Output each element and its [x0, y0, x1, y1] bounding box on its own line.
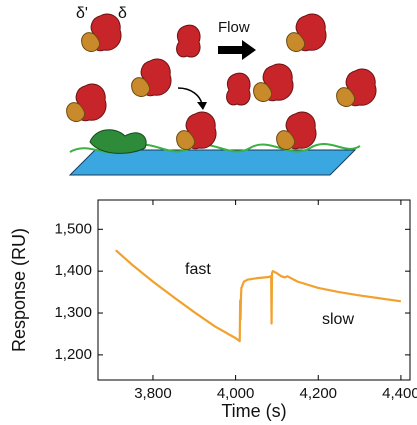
protein [131, 58, 172, 97]
y-tick-label: 1,500 [54, 220, 92, 237]
capture-protein [89, 129, 147, 154]
protein [276, 111, 317, 150]
surface [68, 149, 357, 176]
label-flow: Flow [218, 19, 250, 36]
y-axis-label: Response (RU) [9, 228, 29, 352]
y-tick-label: 1,400 [54, 262, 92, 279]
x-tick-label: 4,400 [382, 385, 417, 402]
protein [226, 72, 251, 106]
protein [286, 13, 327, 52]
protein [176, 111, 217, 150]
protein [336, 68, 377, 107]
data-line [115, 249, 402, 343]
protein [176, 24, 201, 58]
arrow [177, 87, 203, 105]
label-delta: δ [118, 5, 127, 22]
arrowhead [197, 102, 207, 110]
y-tick-label: 1,200 [54, 346, 92, 363]
x-tick-label: 4,200 [299, 385, 337, 402]
x-tick-label: 3,800 [134, 385, 172, 402]
illustration: δ' δ Flow [66, 5, 377, 176]
label-delta-prime: δ' [76, 5, 88, 22]
protein [66, 83, 107, 122]
protein [253, 63, 294, 102]
flow-arrow [218, 40, 256, 60]
annotation: slow [322, 311, 354, 328]
x-axis-label: Time (s) [221, 401, 286, 421]
annotation: fast [185, 261, 211, 278]
y-tick-label: 1,300 [54, 304, 92, 321]
x-tick-label: 4,000 [217, 385, 255, 402]
plot-frame [97, 199, 411, 381]
